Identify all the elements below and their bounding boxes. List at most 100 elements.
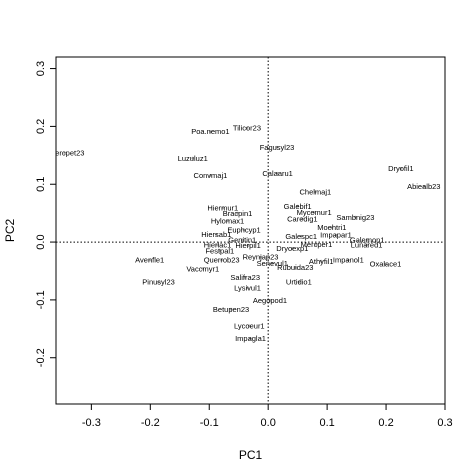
data-point — [354, 215, 357, 219]
point-label: Urtidio1 — [286, 278, 312, 287]
data-point — [422, 185, 426, 188]
point-label: Mycemur1 — [297, 208, 332, 217]
point-label: Pinusyl23 — [142, 278, 175, 287]
data-point — [312, 211, 316, 214]
data-point — [330, 226, 334, 230]
point-label: Abiealb23 — [407, 182, 440, 191]
data-point — [270, 262, 274, 265]
point-label: Genitin1 — [228, 235, 256, 244]
point-label: Festpal1 — [205, 246, 234, 255]
data-point — [276, 171, 280, 175]
data-point — [315, 242, 318, 246]
point-label: Bracpin1 — [223, 209, 253, 218]
data-point — [319, 259, 323, 263]
y-tick-label: 0.1 — [35, 177, 47, 192]
data-point — [218, 249, 222, 253]
data-point — [365, 238, 369, 242]
point-label: Quercpet23 — [45, 149, 84, 158]
point-label: Chelmaj1 — [299, 187, 331, 196]
y-tick-label: 0.2 — [35, 119, 47, 134]
point-label: Hiersab1 — [201, 230, 231, 239]
y-tick-label: -0.2 — [35, 348, 47, 367]
point-label: Impapar1 — [320, 231, 352, 240]
y-tick-label: 0.3 — [35, 61, 47, 76]
point-label: Luzuluz1 — [178, 154, 208, 163]
point-label: Lunared1 — [351, 241, 383, 250]
point-label: Senevul1 — [257, 259, 288, 268]
data-point — [297, 280, 301, 284]
data-point — [157, 280, 160, 284]
data-point — [240, 238, 244, 242]
point-label: Rubuida23 — [277, 263, 313, 272]
point-label: Lycoeur1 — [234, 322, 265, 331]
data-point — [236, 211, 239, 215]
data-point — [220, 258, 224, 262]
point-label: Sambnig23 — [336, 213, 374, 222]
data-point — [290, 247, 294, 250]
x-tick-label: -0.3 — [82, 417, 101, 429]
x-axis: -0.3 -0.2 -0.1 0.0 0.1 0.2 0.3 — [82, 404, 453, 429]
data-point — [296, 204, 300, 208]
data-point — [300, 217, 304, 221]
point-label: Calaaru1 — [262, 169, 292, 178]
x-tick-label: 0.3 — [437, 417, 452, 429]
point-label: Reynjap23 — [243, 253, 279, 262]
data-point — [293, 266, 297, 269]
y-tick-label: -0.1 — [35, 290, 47, 309]
data-point — [313, 190, 317, 194]
point-label: Dryoexp1 — [276, 244, 308, 253]
point-label: Lysivul1 — [234, 283, 261, 292]
point-label: Dryofil1 — [388, 164, 413, 173]
point-label: Euphcyp1 — [227, 226, 260, 235]
plot-frame — [55, 56, 446, 405]
point-label: Betupen23 — [213, 305, 249, 314]
point-label: Galespc1 — [285, 232, 317, 241]
data-point — [216, 243, 219, 247]
data-point — [243, 275, 247, 279]
point-label: Moehtri1 — [317, 223, 346, 232]
y-tick-label: 0.0 — [35, 234, 47, 249]
point-label: Mercper1 — [301, 240, 333, 249]
x-tick-label: 0.1 — [319, 417, 334, 429]
data-point — [399, 167, 403, 171]
data-point — [214, 233, 218, 236]
point-label: Querrob23 — [204, 256, 240, 265]
x-tick-label: 0.0 — [261, 417, 276, 429]
point-label: Impagla1 — [235, 334, 266, 343]
data-point — [148, 258, 152, 262]
data-points — [63, 126, 426, 341]
y-axis-title: PC2 — [3, 219, 17, 243]
point-label: Galebif1 — [284, 202, 312, 211]
x-tick-label: -0.1 — [200, 417, 219, 429]
data-point — [201, 267, 205, 271]
point-label: Oxalace1 — [370, 260, 402, 269]
data-point — [221, 206, 225, 210]
data-point — [346, 258, 350, 262]
data-point — [299, 234, 303, 238]
point-label: Hierpil1 — [235, 241, 260, 250]
data-point — [247, 324, 251, 328]
point-label: Athyfil1 — [309, 257, 334, 266]
point-label: Hylomax1 — [211, 216, 244, 225]
point-label: Galemon1 — [350, 235, 385, 244]
data-point — [384, 262, 387, 266]
point-label: Hierlac1 — [204, 241, 232, 250]
y-axis: -0.2 -0.1 0.0 0.1 0.2 0.3 — [35, 61, 56, 367]
data-point — [334, 233, 338, 237]
point-label: Convmaj1 — [194, 171, 228, 180]
data-point — [229, 307, 233, 311]
data-point — [275, 145, 279, 149]
data-point — [259, 255, 262, 259]
point-label: Tilicor23 — [233, 124, 261, 133]
data-point — [226, 219, 229, 223]
data-point — [246, 286, 249, 290]
point-label: Impanol1 — [333, 256, 364, 265]
data-point — [63, 151, 67, 155]
data-point — [209, 174, 212, 177]
point-label: Avenfle1 — [135, 256, 164, 265]
point-label: Poa.nemo1 — [191, 127, 229, 136]
point-label: Hiermur1 — [207, 204, 238, 213]
data-point — [242, 228, 246, 232]
x-tick-label: 0.2 — [378, 417, 393, 429]
